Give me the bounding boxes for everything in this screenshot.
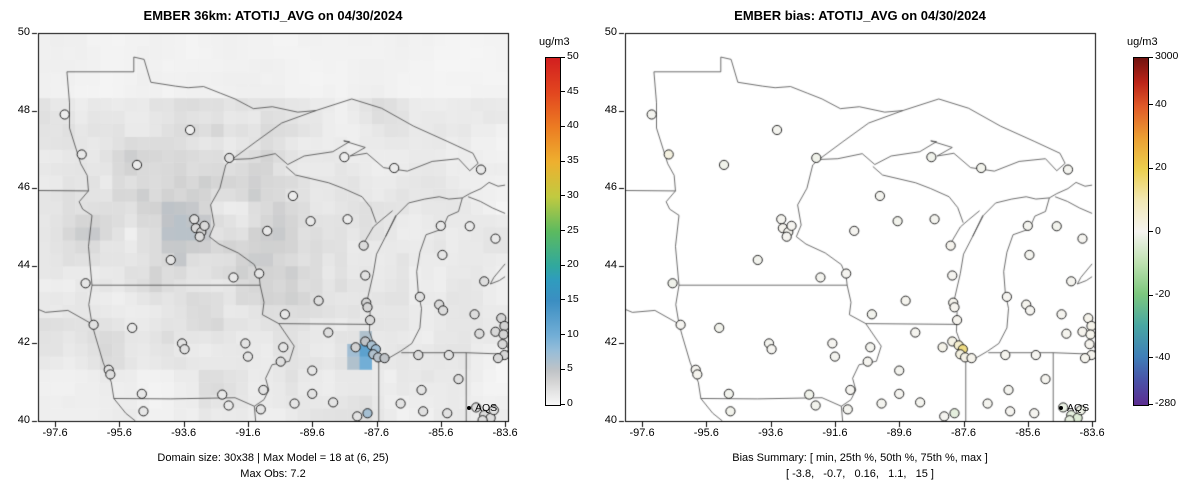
x-tick-label: -83.6 [1079, 427, 1105, 439]
colorbar-tick-mark [560, 368, 565, 370]
colorbar-tick-mark [560, 195, 565, 197]
x-tick-label: -87.6 [363, 427, 390, 439]
x-tick-label: -83.6 [492, 427, 518, 439]
colorbar-tick-mark [1148, 357, 1153, 359]
x-tick-label: -85.6 [428, 427, 454, 439]
y-tick-label: 48 [17, 103, 30, 116]
colorbar-tick-mark [560, 91, 565, 93]
colorbar-tick-label: 40 [1155, 97, 1167, 110]
x-tick-label: -91.6 [235, 427, 261, 439]
y-tick-label: 40 [17, 414, 30, 426]
colorbar-tick-label: 40 [567, 119, 579, 132]
left-aqs-label: AQS [475, 402, 498, 414]
right-caption-line1: Bias Summary: [ min, 25th %, 50th %, 75t… [732, 452, 988, 464]
y-tick-label: 46 [17, 181, 30, 194]
colorbar-tick-mark [560, 334, 565, 336]
y-tick-label: 50 [17, 26, 30, 38]
colorbar-tick-mark [560, 56, 565, 58]
colorbar-tick-mark [560, 299, 565, 301]
colorbar-tick-label: 45 [567, 84, 579, 97]
colorbar-tick-label: 5 [567, 362, 573, 375]
y-tick-label: 44 [17, 258, 30, 271]
colorbar-tick-mark [560, 230, 565, 231]
right-panel-title: EMBER bias: ATOTIJ_AVG on 04/30/2024 [734, 8, 986, 23]
y-tick-label: 48 [604, 103, 617, 116]
colorbar-tick-mark [1148, 56, 1153, 58]
left-caption-line2: Max Obs: 7.2 [240, 468, 306, 480]
y-tick-label: 50 [604, 26, 617, 38]
colorbar-tick-mark [560, 264, 565, 266]
colorbar-tick-label: 35 [567, 154, 579, 167]
colorbar-gradient [545, 57, 561, 406]
x-tick-label: -95.6 [693, 427, 719, 439]
aqs-dot-icon [467, 406, 471, 410]
colorbar-tick-label: -40 [1155, 350, 1171, 363]
colorbar-tick-mark [1148, 167, 1153, 169]
colorbar-tick-label: 25 [567, 223, 579, 236]
colorbar-tick-label: 0 [1155, 224, 1161, 237]
aqs-dot-icon [1059, 406, 1063, 410]
colorbar-tick-mark [1148, 231, 1153, 233]
colorbar-tick-mark [1148, 104, 1153, 106]
colorbar-tick-label: 20 [1155, 161, 1167, 174]
right-caption-line2: [ -3.8, -0.7, 0.16, 1.1, 15 ] [786, 468, 934, 480]
colorbar-tick-label: 15 [567, 292, 579, 305]
y-tick-label: 44 [604, 258, 617, 271]
colorbar-tick-mark [560, 160, 565, 162]
left-colorbar-title: ug/m3 [539, 36, 570, 48]
colorbar-tick-label: 30 [567, 188, 579, 201]
left-aqs-legend: AQS [467, 402, 497, 414]
colorbar-tick-label: -20 [1155, 288, 1171, 301]
x-tick-label: -97.6 [42, 427, 68, 439]
x-tick-label: -95.6 [106, 427, 132, 439]
y-tick-label: 42 [17, 336, 30, 349]
colorbar-gradient [1133, 57, 1149, 406]
colorbar-tick-mark [560, 125, 565, 127]
x-tick-label: -93.6 [758, 427, 784, 439]
x-tick-label: -89.6 [299, 427, 325, 439]
left-caption-line1: Domain size: 30x38 | Max Model = 18 at (… [157, 452, 389, 464]
colorbar-tick-mark [560, 403, 565, 405]
left-panel-title: EMBER 36km: ATOTIJ_AVG on 04/30/2024 [143, 8, 403, 23]
x-tick-label: -85.6 [1015, 427, 1041, 439]
colorbar-tick-label: -280 [1155, 397, 1177, 409]
x-tick-label: -97.6 [629, 427, 655, 439]
right-colorbar-title: ug/m3 [1127, 36, 1158, 48]
colorbar-tick-label: 0 [567, 397, 573, 409]
x-tick-label: -87.6 [950, 427, 977, 439]
colorbar-tick-mark [1148, 294, 1153, 296]
colorbar-tick-label: 10 [567, 327, 579, 340]
y-tick-label: 40 [604, 414, 617, 426]
right-aqs-legend: AQS [1059, 402, 1089, 414]
colorbar-tick-label: 50 [567, 50, 579, 62]
x-tick-label: -93.6 [171, 427, 197, 439]
colorbar-tick-label: 20 [567, 258, 579, 271]
x-tick-label: -89.6 [886, 427, 912, 439]
colorbar-tick-mark [1148, 403, 1153, 405]
x-tick-label: -91.6 [822, 427, 848, 439]
y-tick-label: 46 [604, 181, 617, 194]
y-tick-label: 42 [604, 336, 617, 349]
right-aqs-label: AQS [1067, 402, 1090, 414]
colorbar-tick-label: 3000 [1155, 50, 1179, 62]
